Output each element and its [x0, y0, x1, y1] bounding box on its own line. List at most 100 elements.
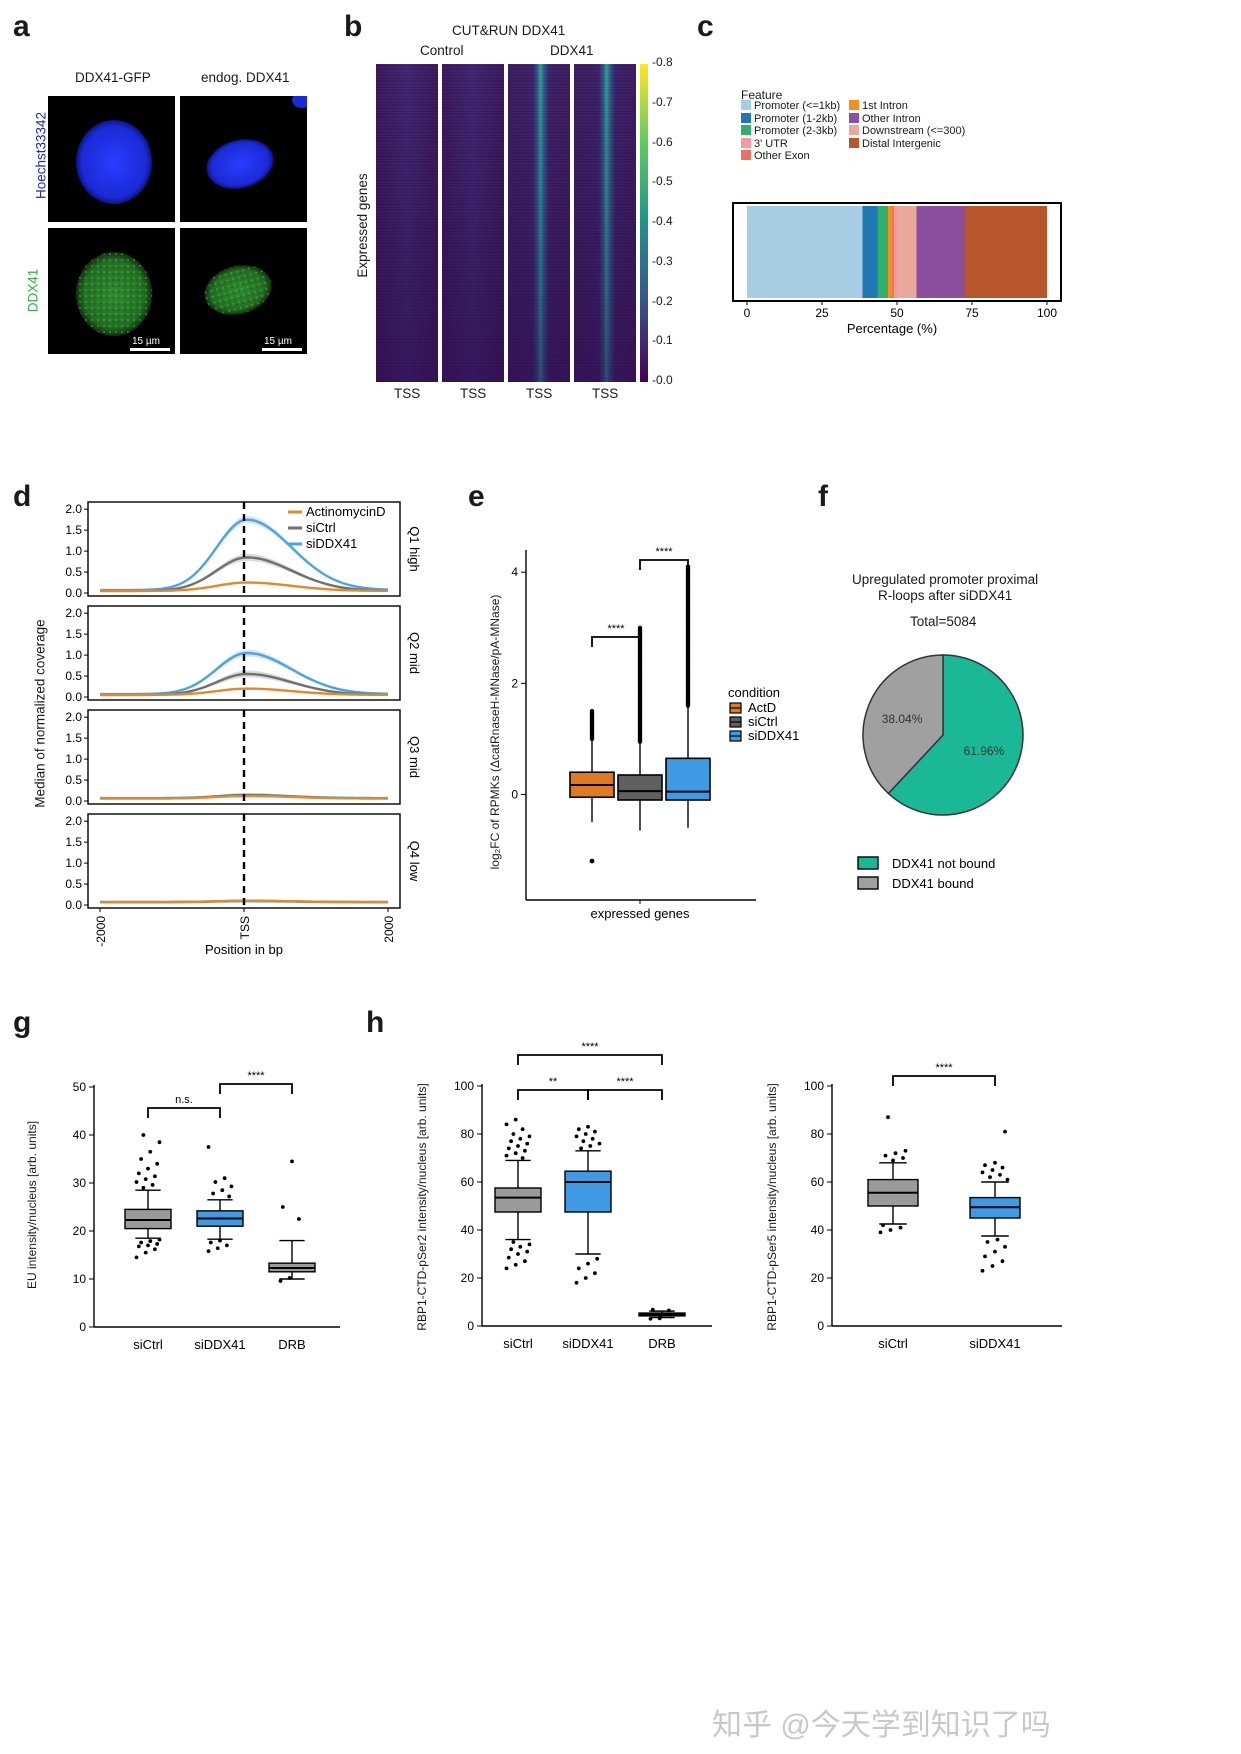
legend-title: condition	[728, 685, 780, 700]
outlier-point	[511, 1132, 516, 1136]
y-tick-label: 2.0	[65, 814, 82, 828]
outlier-point	[143, 1177, 148, 1182]
y-tick-label: 0	[467, 1319, 474, 1333]
outlier-point	[648, 1316, 653, 1321]
x-tick-label: 50	[890, 306, 904, 320]
outlier-point	[506, 1146, 511, 1151]
outlier-point	[583, 1276, 588, 1280]
y-tick-label: 1.5	[65, 523, 82, 537]
legend-item: 3' UTR	[741, 137, 788, 150]
outlier-point	[525, 1249, 530, 1254]
colorbar-tick: -0.4	[652, 214, 673, 228]
outlier-point	[650, 1307, 655, 1312]
y-tick-label: 100	[804, 1079, 824, 1093]
legend-swatch	[741, 112, 751, 123]
bar-segment	[877, 206, 888, 298]
heatmap-ddx41-rep1	[508, 64, 570, 382]
significance-label: ****	[655, 546, 673, 558]
legend-label: 3' UTR	[754, 137, 788, 150]
y-tick-label: 1.0	[65, 752, 82, 766]
panel-a-col1-label: DDX41-GFP	[75, 70, 151, 85]
outlier-point	[213, 1180, 218, 1184]
outlier-point	[513, 1151, 518, 1156]
outlier-point	[985, 1240, 990, 1244]
y-tick-label: 0.5	[65, 773, 82, 787]
box-sictrl	[494, 1187, 542, 1213]
x-tick-label: siDDX41	[562, 1336, 613, 1351]
outlier-point	[990, 1264, 995, 1268]
bar-segment	[862, 206, 878, 298]
y-tick-label: 1.5	[65, 627, 82, 641]
outlier-point	[148, 1239, 153, 1243]
outlier-point	[881, 1223, 885, 1228]
outlier-point	[513, 1117, 518, 1122]
y-tick-label: 0.0	[65, 794, 82, 808]
panel-h-right-ylabel: RBP1-CTD-pSer5 intensity/nucleus [arb. u…	[765, 1083, 779, 1331]
outlier-point	[511, 1240, 516, 1244]
y-tick-label: 20	[461, 1271, 475, 1285]
outlier-point	[136, 1244, 141, 1249]
facet-label: Q2 mid	[407, 632, 422, 674]
outlier-point	[153, 1247, 157, 1252]
y-tick-label: 20	[811, 1271, 825, 1285]
outlier-point	[520, 1156, 525, 1160]
outlier-point	[516, 1252, 520, 1256]
legend-swatch	[741, 150, 751, 160]
outlier-point	[1005, 1177, 1010, 1182]
outlier-point	[1000, 1165, 1005, 1170]
facet-label: Q1 high	[407, 526, 422, 572]
heatmap-xtick-tss: TSS	[460, 386, 487, 401]
significance-label: **	[549, 1076, 558, 1088]
legend-label: DDX41 not bound	[892, 856, 995, 871]
y-tick-label: 0.0	[65, 586, 82, 600]
outlier-point	[218, 1238, 222, 1243]
outlier-point	[574, 1280, 579, 1285]
colorbar-tick: -0.7	[652, 94, 673, 109]
pie-slice-label: 38.04%	[882, 712, 923, 726]
outlier-point	[983, 1163, 987, 1168]
legend-item: Promoter (<=1kb)	[741, 100, 840, 112]
panel-c-chart: 0 25 50 75 100 Percentage (%)	[732, 202, 1062, 336]
panel-b-group-ddx41: DDX41	[550, 43, 594, 58]
significance-bracket	[219, 1083, 293, 1094]
outlier-point	[983, 1254, 987, 1259]
legend-label: Other Intron	[862, 112, 921, 125]
x-tick-label: siCtrl	[503, 1336, 533, 1351]
panel-a-row1-label: Hoechst33342	[33, 111, 49, 200]
y-tick-label: 50	[73, 1080, 87, 1094]
colorbar-tick: -0.0	[652, 373, 673, 387]
facet-label: Q4 low	[407, 841, 422, 882]
y-tick-label: 2.0	[65, 502, 82, 516]
panel-g: EU intensity/nucleus [arb. units] 0 10 20 3…	[20, 1060, 360, 1370]
y-tick-label: 60	[461, 1175, 475, 1189]
x-tick-label: siCtrl	[133, 1337, 163, 1352]
outlier-point	[583, 1132, 588, 1136]
panel-label-h: h	[366, 1006, 385, 1039]
x-tick-label: DRB	[278, 1337, 305, 1352]
outlier-point	[891, 1158, 895, 1163]
legend-label: Promoter (2-3kb)	[754, 125, 838, 137]
outlier-point	[998, 1172, 1002, 1177]
outlier-point	[993, 1160, 997, 1165]
legend-label: siDDX41	[748, 728, 799, 743]
legend-swatch	[741, 137, 751, 148]
legend-item: Promoter (1-2kb)	[741, 112, 837, 125]
panel-b-title: CUT&RUN DDX41	[452, 23, 566, 38]
outlier-point	[574, 1134, 579, 1139]
panel-d-chart: 0.0 0.5 1.0 1.5 2.0 Q1 high 0.0 0.5 1.0 1.5 2.0 Q2 …	[65, 501, 422, 957]
bar-segment	[888, 206, 893, 298]
outlier-point	[287, 1276, 292, 1280]
y-tick-label: 0.5	[65, 565, 82, 579]
legend-swatch	[741, 125, 751, 135]
significance-label: ****	[935, 1062, 953, 1074]
pie-slice	[887, 654, 1024, 816]
y-tick-label: 1.0	[65, 856, 82, 870]
outlier-point	[157, 1237, 162, 1242]
y-tick-label: 1.0	[65, 544, 82, 558]
outlier-point	[139, 1157, 143, 1161]
legend-swatch	[741, 100, 751, 110]
colorbar-tick: -0.8	[652, 55, 673, 69]
x-axis-label: Position in bp	[205, 942, 283, 957]
heatmap-ddx41-rep2	[574, 64, 636, 382]
legend-swatch	[849, 125, 859, 135]
